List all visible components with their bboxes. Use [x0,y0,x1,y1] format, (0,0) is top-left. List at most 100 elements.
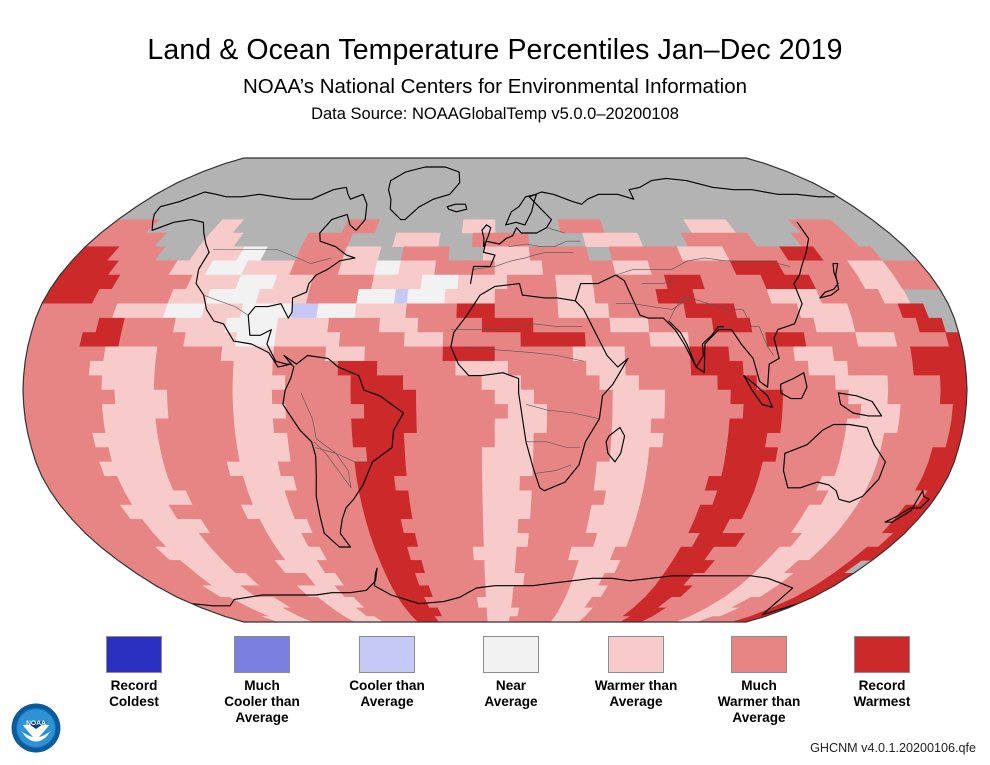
map-cell [754,346,770,362]
title-block: Land & Ocean Temperature Percentiles Jan… [0,0,990,124]
map-cell [611,418,626,434]
map-cell [494,490,508,506]
map-cell [344,616,364,622]
map-cell [284,389,299,405]
map-cell [49,360,65,376]
map-cell [678,375,692,391]
map-cell [90,346,106,362]
map-cell [697,616,721,622]
legend-item-2[interactable]: Cooler than Average [325,636,449,710]
map-cell [455,418,470,434]
map-cell [430,461,445,477]
map-cell [676,418,692,434]
map-cell [430,447,445,463]
map-cell [440,546,454,561]
map-cell [713,432,729,448]
map-cell [494,585,505,598]
map-cell [219,360,235,376]
map-cell [262,616,286,622]
map-cell [847,360,862,376]
map-cell [912,404,928,420]
map-cell [494,332,509,348]
map-cell [206,375,221,391]
map-cell [367,303,382,319]
map-cell [327,317,343,333]
legend-item-3[interactable]: Near Average [449,636,573,710]
map-cell [655,616,676,622]
map-cell [75,404,91,420]
map-cell [194,418,210,434]
map-cell [424,518,439,534]
map-cell [625,360,640,376]
map-cell [444,289,459,304]
map-cell [403,332,418,348]
map-cell [426,616,440,622]
map-cell [544,289,559,304]
map-cell [142,418,158,434]
map-cell [469,476,483,491]
map-cell [729,404,745,420]
map-cell [338,432,354,448]
map-cell [584,616,601,622]
map-cell [36,404,52,420]
map-cell [239,616,265,622]
legend-swatch-6 [854,636,910,673]
map-cell [886,404,902,420]
map-cell [246,346,262,362]
map-cell [582,461,598,477]
map-cell [209,332,225,348]
map-cell [637,418,652,434]
map-cell [327,447,343,463]
map-cell [547,389,561,405]
map-cell [36,360,52,376]
map-cell [517,518,531,534]
map-cell [559,432,574,448]
temperature-percentile-map [0,140,990,635]
map-cell [481,461,496,477]
legend-item-5[interactable]: Much Warmer than Average [697,636,821,726]
map-cell [550,616,564,622]
map-cell [115,360,130,376]
map-cell [457,490,472,506]
map-cell [677,404,692,420]
map-cell [233,418,249,434]
map-cell [638,360,653,376]
map-cell [245,389,260,405]
map-cell [506,518,519,534]
legend-item-0[interactable]: Record Coldest [72,636,196,710]
map-cell [408,490,423,506]
map-cell [620,461,636,477]
map-cell [481,317,496,333]
legend-item-1[interactable]: Much Cooler than Average [200,636,324,726]
map-cell [222,432,238,448]
map-cell [664,360,679,376]
map-cell [351,616,371,622]
map-cell [669,616,691,622]
map-cell [728,346,744,362]
map-cell [472,616,482,622]
map-cell [337,404,352,420]
map-cell [405,461,420,477]
map-svg [22,157,968,623]
map-cell [586,389,601,405]
map-cell [338,332,354,348]
map-cell [506,274,520,290]
map-cell [432,274,447,290]
map-cell [464,616,475,622]
legend-item-6[interactable]: Record Warmest [820,636,944,710]
map-cell [193,375,208,391]
map-cell [337,360,352,376]
map-cell [313,332,328,348]
legend-item-4[interactable]: Warmer than Average [574,636,698,710]
map-cell [394,476,409,491]
map-cell [595,461,611,477]
map-cell [287,432,303,448]
map-cell [520,404,535,420]
map-cell [608,303,623,319]
map-cell [416,404,430,420]
map-cell [429,432,444,448]
map-cell [449,616,461,622]
map-cell [220,346,236,362]
map-cell [232,404,248,420]
map-cell [245,360,261,376]
